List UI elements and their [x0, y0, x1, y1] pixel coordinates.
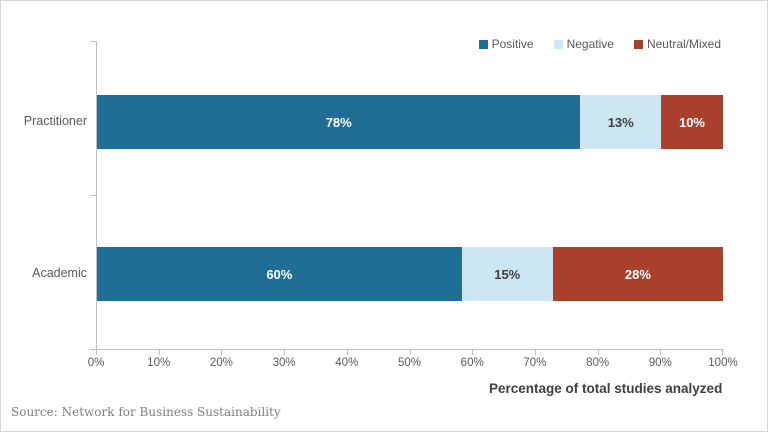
- legend-label: Positive: [491, 37, 534, 51]
- x-tick-mark: [158, 350, 160, 355]
- x-tick-label: 80%: [586, 357, 610, 369]
- bar-practitioner: 78% 13% 10%: [97, 95, 723, 149]
- bar-segment-academic-neutral-mixed: 28%: [552, 247, 723, 301]
- bar-segment-practitioner-neutral-mixed: 10%: [661, 95, 723, 149]
- legend-label: Neutral/Mixed: [646, 37, 721, 51]
- x-tick-mark: [221, 350, 223, 355]
- category-axis-tick: [90, 349, 96, 350]
- x-tick-label: 40%: [335, 357, 359, 369]
- bar-academic: 60% 15% 28%: [97, 247, 723, 301]
- x-tick-mark: [96, 350, 97, 355]
- x-tick-mark: [284, 350, 286, 355]
- x-tick-mark: [346, 350, 348, 355]
- plot-area: 78% 13% 10% 60% 15% 28% 0% 10% 20% 30% 40% 50% 60% 7…: [88, 41, 738, 369]
- x-tick-label: 90%: [648, 357, 672, 369]
- y-axis-line: [96, 41, 97, 354]
- legend-swatch-negative: [553, 39, 563, 49]
- x-tick-label: 30%: [272, 357, 296, 369]
- category-axis-tick: [90, 195, 96, 196]
- legend-item-negative: Negative: [553, 37, 614, 51]
- bar-segment-academic-positive: 60%: [97, 247, 462, 301]
- legend-swatch-neutral-mixed: [633, 39, 643, 49]
- x-tick-mark: [660, 350, 662, 355]
- bar-segment-practitioner-negative: 13%: [580, 95, 661, 149]
- x-tick-mark: [722, 350, 723, 355]
- x-tick-label: 10%: [147, 357, 171, 369]
- legend-swatch-positive: [478, 39, 488, 49]
- x-tick-label: 100%: [708, 357, 738, 369]
- legend: Positive Negative Neutral/Mixed: [478, 37, 721, 51]
- legend-item-positive: Positive: [478, 37, 534, 51]
- source-note: Source: Network for Business Sustainabil…: [11, 405, 281, 419]
- category-axis-tick: [90, 41, 96, 42]
- x-tick-mark: [597, 350, 599, 355]
- x-tick-mark: [472, 350, 474, 355]
- category-label-academic: Academic: [32, 266, 87, 280]
- x-tick-label: 70%: [523, 357, 547, 369]
- x-tick-mark: [534, 350, 536, 355]
- legend-label: Negative: [566, 37, 614, 51]
- x-axis-line: [96, 349, 724, 350]
- x-tick-label: 60%: [460, 357, 484, 369]
- x-tick-label: 20%: [209, 357, 233, 369]
- legend-item-neutral-mixed: Neutral/Mixed: [633, 37, 721, 51]
- x-tick-label: 50%: [397, 357, 422, 369]
- category-label-practitioner: Practitioner: [23, 114, 87, 128]
- x-tick-mark: [409, 350, 411, 355]
- x-axis-title: Percentage of total studies analyzed: [489, 381, 723, 396]
- bar-segment-academic-negative: 15%: [461, 247, 553, 301]
- bar-segment-practitioner-positive: 78%: [97, 95, 581, 149]
- x-tick-label: 0%: [87, 357, 105, 369]
